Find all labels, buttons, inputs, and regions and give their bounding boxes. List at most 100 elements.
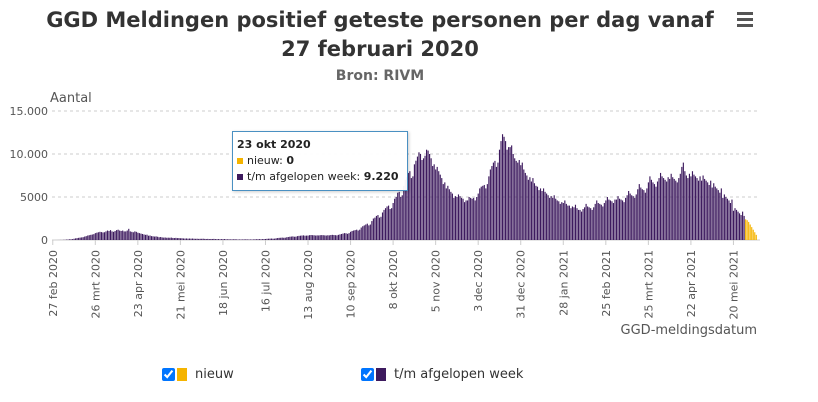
bar xyxy=(679,173,681,240)
bar xyxy=(172,237,174,240)
legend-item[interactable]: nieuw xyxy=(162,367,234,382)
bar xyxy=(509,147,511,240)
bar xyxy=(310,235,312,240)
bar xyxy=(258,239,261,240)
bar xyxy=(732,210,735,240)
bar xyxy=(356,229,358,240)
bar xyxy=(497,162,499,240)
bar xyxy=(726,198,728,240)
bar xyxy=(353,230,355,240)
chart-title: GGD Meldingen positief geteste personen … xyxy=(46,8,714,61)
bar xyxy=(573,207,575,240)
bar xyxy=(454,196,457,240)
bar xyxy=(453,197,455,240)
bar xyxy=(738,213,741,240)
bar xyxy=(553,195,555,240)
bar xyxy=(384,208,387,240)
bar xyxy=(678,178,680,240)
bar xyxy=(562,203,564,240)
bar xyxy=(546,193,548,240)
bar xyxy=(334,235,336,240)
bar xyxy=(702,175,704,240)
legend-item[interactable]: t/m afgelopen week xyxy=(361,367,523,382)
bar xyxy=(343,233,346,240)
bar xyxy=(298,235,300,240)
bar xyxy=(625,197,627,240)
bar xyxy=(316,235,318,240)
bar xyxy=(495,166,498,240)
bar xyxy=(424,155,426,240)
bar xyxy=(108,230,110,240)
bar xyxy=(363,225,365,240)
bar xyxy=(643,190,645,240)
bar xyxy=(175,237,177,240)
bar xyxy=(333,235,335,240)
bar xyxy=(161,237,163,240)
bar xyxy=(113,231,115,240)
bar xyxy=(292,236,294,240)
bar xyxy=(533,183,536,240)
bar xyxy=(585,203,587,240)
bar xyxy=(561,202,563,240)
bar xyxy=(755,234,757,240)
bar xyxy=(489,169,491,240)
bar xyxy=(477,193,479,240)
bar xyxy=(731,199,733,240)
bar xyxy=(652,182,654,240)
bar xyxy=(567,205,569,240)
bar xyxy=(182,238,185,240)
bar xyxy=(366,223,368,240)
bar xyxy=(719,192,721,240)
bar xyxy=(346,233,349,240)
bar xyxy=(216,239,218,240)
bar xyxy=(205,238,207,240)
bar xyxy=(281,237,283,240)
menu-button[interactable] xyxy=(737,12,753,30)
bar xyxy=(81,237,83,240)
bar xyxy=(240,239,242,240)
tooltip-label: nieuw: xyxy=(247,154,283,167)
bar xyxy=(275,238,277,240)
bar xyxy=(465,200,467,240)
bar xyxy=(650,179,653,240)
bar xyxy=(713,183,715,240)
bar xyxy=(576,208,578,240)
bar xyxy=(658,178,660,240)
bar xyxy=(676,182,678,240)
bar xyxy=(588,207,590,240)
bar xyxy=(226,239,229,240)
bar xyxy=(587,206,589,240)
bar xyxy=(580,211,583,240)
bar xyxy=(173,238,175,240)
bar xyxy=(204,238,206,240)
bar xyxy=(243,239,245,240)
bar xyxy=(67,239,69,240)
bar xyxy=(211,238,213,240)
bar xyxy=(137,232,139,240)
bar xyxy=(526,175,528,240)
bar xyxy=(483,184,485,240)
legend-checkbox[interactable] xyxy=(361,368,374,381)
y-axis-title: Aantal xyxy=(50,91,92,106)
bar xyxy=(160,236,162,240)
bar xyxy=(701,180,703,240)
legend-swatch xyxy=(177,368,187,381)
bar xyxy=(515,160,517,240)
bar xyxy=(441,178,443,240)
bar xyxy=(673,178,675,240)
bar xyxy=(406,177,408,240)
bar xyxy=(272,238,274,240)
bar xyxy=(597,203,599,240)
bar xyxy=(78,237,80,240)
legend-checkbox[interactable] xyxy=(162,368,175,381)
x-tick-label: 10 sep 2020 xyxy=(345,250,358,318)
bar xyxy=(644,192,646,240)
bar xyxy=(360,227,362,240)
bar xyxy=(312,235,314,240)
bar xyxy=(198,238,200,240)
bar xyxy=(634,197,636,240)
bar xyxy=(582,209,584,240)
bar xyxy=(305,235,308,240)
bar xyxy=(75,238,77,240)
bar xyxy=(427,150,429,240)
